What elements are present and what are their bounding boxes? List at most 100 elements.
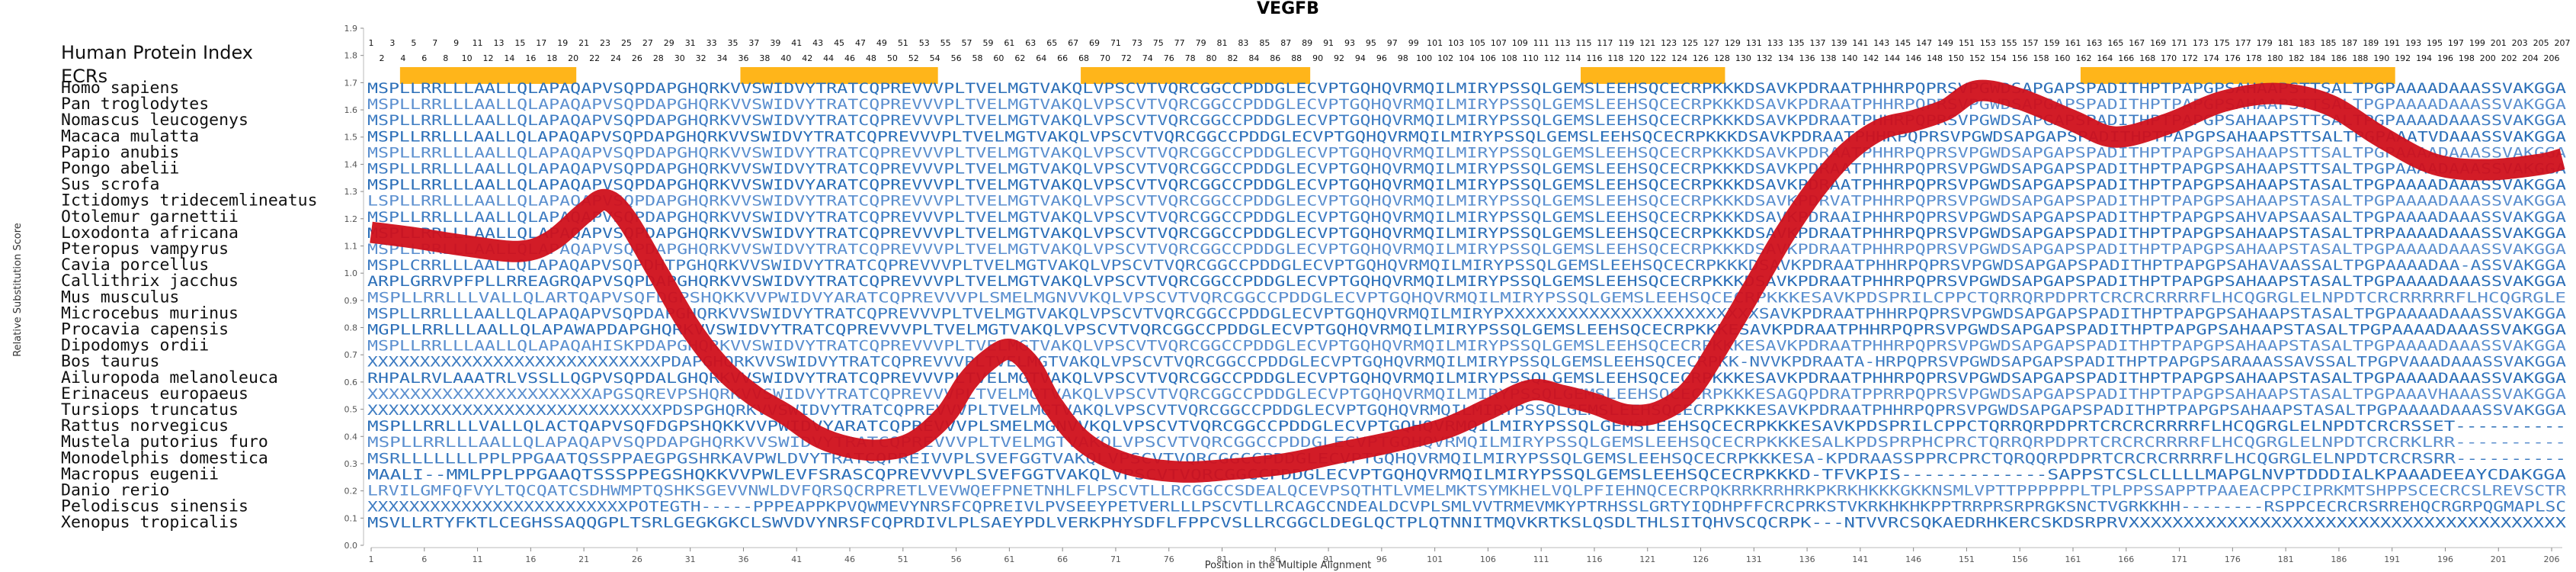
sequence-row: MSPLLRRLLLVALLQLARTQAPVSQFDGPSHQKKVVPWID… xyxy=(367,290,2566,306)
index-number: 206 xyxy=(2544,53,2560,63)
y-tick-label: 1.5 xyxy=(344,133,358,143)
species-name: Mustela putorius furo xyxy=(61,432,268,451)
index-number: 1 xyxy=(369,38,374,48)
y-axis: 0.0 0.1 0.2 0.3 0.4 0.5 0.6 0.7 0.8 0.9 1.0 1.1 1.2 1… xyxy=(344,24,364,551)
index-number: 55 xyxy=(940,38,951,48)
index-number: 203 xyxy=(2512,38,2528,48)
x-tick-label: 136 xyxy=(1799,554,1815,564)
index-number: 158 xyxy=(2033,53,2049,63)
x-tick-label: 1 xyxy=(369,554,374,564)
species-name: Pan troglodytes xyxy=(61,95,209,114)
index-number: 25 xyxy=(621,38,632,48)
y-tick-label: 0.6 xyxy=(344,378,358,387)
substitution-score-line xyxy=(370,79,2565,483)
index-number: 202 xyxy=(2501,53,2517,63)
x-tick-label: 121 xyxy=(1639,554,1655,564)
index-number: 129 xyxy=(1725,38,1741,48)
index-number: 51 xyxy=(898,38,908,48)
index-number: 20 xyxy=(568,53,578,63)
x-tick-label: 166 xyxy=(2118,554,2134,564)
index-number: 118 xyxy=(1607,53,1623,63)
species-name: Bos taurus xyxy=(61,352,159,371)
index-number: 39 xyxy=(770,38,780,48)
index-number: 24 xyxy=(610,53,621,63)
species-name: Pongo abelii xyxy=(61,159,179,178)
index-number: 88 xyxy=(1291,53,1302,63)
species-name: Papio anubis xyxy=(61,143,179,162)
index-number: 139 xyxy=(1831,38,1847,48)
index-number: 56 xyxy=(951,53,962,63)
index-number: 27 xyxy=(642,38,653,48)
index-number: 116 xyxy=(1586,53,1602,63)
sequence-row: MSPLLRRLLLAALLQLAPAQAPVSQPDAPGHQRKVVSWID… xyxy=(367,210,2566,226)
ecr-label: ECRs xyxy=(61,66,107,87)
x-tick-label: 206 xyxy=(2544,554,2560,564)
index-number: 105 xyxy=(1469,38,1485,48)
index-number: 133 xyxy=(1767,38,1783,48)
index-number: 59 xyxy=(982,38,993,48)
index-number: 10 xyxy=(462,53,473,63)
sequence-row: MSPLLRRLLLAALLQLAPAQAHISKPDAPGHQRKVVSWID… xyxy=(367,339,2566,355)
x-tick-label: 176 xyxy=(2225,554,2241,564)
index-number: 110 xyxy=(1523,53,1539,63)
x-tick-label: 181 xyxy=(2278,554,2294,564)
index-number: 33 xyxy=(706,38,717,48)
index-number: 40 xyxy=(780,53,791,63)
index-number: 19 xyxy=(557,38,568,48)
index-number: 71 xyxy=(1110,38,1121,48)
x-axis-label: Position in the Multiple Alignment xyxy=(1205,560,1372,571)
index-number: 196 xyxy=(2437,53,2453,63)
index-number: 9 xyxy=(453,38,459,48)
index-number: 43 xyxy=(812,38,823,48)
y-tick-label: 0.1 xyxy=(344,513,358,523)
species-name: Ailuropoda melanoleuca xyxy=(61,368,278,387)
index-number: 80 xyxy=(1206,53,1217,63)
x-tick-label: 56 xyxy=(951,554,962,564)
species-name: Macaca mulatta xyxy=(61,127,199,146)
index-number: 125 xyxy=(1682,38,1698,48)
x-tick-label: 51 xyxy=(898,554,908,564)
index-number: 200 xyxy=(2480,53,2496,63)
index-number: 204 xyxy=(2523,53,2539,63)
alignment-sequences: MSPLLRRLLLAALLQLAPAQAPVSQPDAPGHQRKVVSWID… xyxy=(367,81,2567,532)
index-number: 103 xyxy=(1448,38,1464,48)
index-number: 190 xyxy=(2373,53,2389,63)
y-tick-label: 1.9 xyxy=(344,24,358,34)
index-number: 8 xyxy=(443,53,448,63)
index-number: 57 xyxy=(962,38,972,48)
species-name: Dipodomys ordii xyxy=(61,336,209,355)
index-number: 68 xyxy=(1078,53,1089,63)
index-number: 187 xyxy=(2341,38,2357,48)
ecr-bar xyxy=(399,67,577,84)
index-number: 93 xyxy=(1344,38,1355,48)
index-number: 97 xyxy=(1387,38,1398,48)
index-number: 152 xyxy=(1969,53,1985,63)
index-number: 78 xyxy=(1185,53,1196,63)
index-number: 46 xyxy=(844,53,855,63)
y-tick-label: 0.8 xyxy=(344,323,358,333)
index-number: 21 xyxy=(578,38,589,48)
index-number: 127 xyxy=(1703,38,1719,48)
index-number: 61 xyxy=(1004,38,1014,48)
ecr-bar xyxy=(2080,67,2395,84)
species-name: Callithrix jacchus xyxy=(61,272,239,291)
index-number: 114 xyxy=(1565,53,1581,63)
x-tick-label: 11 xyxy=(473,554,483,564)
index-number: 35 xyxy=(728,38,739,48)
x-tick-label: 16 xyxy=(525,554,536,564)
species-name: Monodelphis domestica xyxy=(61,448,268,468)
index-number: 83 xyxy=(1238,38,1248,48)
index-number: 186 xyxy=(2331,53,2347,63)
index-number: 165 xyxy=(2107,38,2123,48)
y-tick-label: 1.0 xyxy=(344,268,358,278)
index-number: 140 xyxy=(1841,53,1857,63)
index-number: 2 xyxy=(379,53,384,63)
index-number: 7 xyxy=(432,38,437,48)
x-tick-label: 41 xyxy=(791,554,802,564)
index-number: 130 xyxy=(1735,53,1751,63)
index-number: 189 xyxy=(2363,38,2379,48)
sequence-row: MSPLLRRLLLAALLQLAPAQAPVSQPDAPGHQRKVVSWID… xyxy=(367,162,2566,178)
index-number: 74 xyxy=(1142,53,1153,63)
index-number: 149 xyxy=(1937,38,1953,48)
index-number: 79 xyxy=(1196,38,1206,48)
